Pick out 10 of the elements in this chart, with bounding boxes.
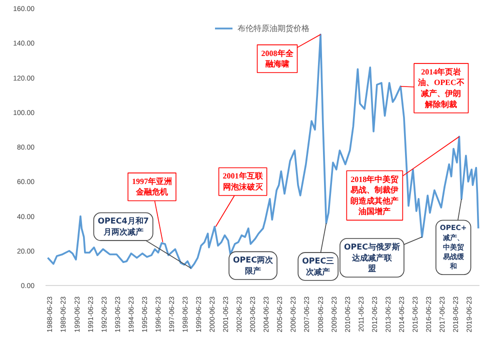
annotation: 2008年全融海啸 [261, 48, 294, 69]
annotation: 1997年亚洲金融危机 [132, 176, 172, 197]
annotation: OPEC三次减产 [302, 256, 334, 276]
annotation: 2018年中美贸易战、制裁伊朗造成其他产油国增产 [350, 174, 399, 216]
annotation: 2014年页岩油、OPEC不减产、伊朗解除制裁 [417, 67, 464, 109]
annotation: OPEC两次限产 [233, 256, 274, 276]
annotation: OPEC与俄罗斯达成减产联盟 [344, 242, 400, 274]
annotation: OPEC4月和7月两次减产 [98, 216, 149, 237]
legend-label: 布伦特原油期货价格 [238, 22, 310, 34]
annotation: 2001年互联网泡沫破灭 [222, 172, 264, 192]
